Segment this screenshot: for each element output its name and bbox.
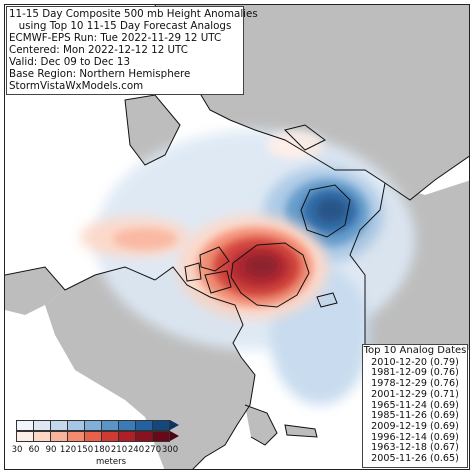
run-line: ECMWF-EPS Run: Tue 2022-11-29 12 UTC	[9, 32, 222, 44]
colorbar-tick-label: 150	[76, 445, 94, 455]
coastlines	[5, 5, 469, 469]
analog-item: 2005-11-26 (0.65)	[371, 453, 459, 465]
analog-item: 2009-12-19 (0.69)	[371, 420, 459, 432]
colorbar-swatch-negative	[33, 420, 51, 431]
colorbar-arrow-negative	[170, 420, 179, 430]
colorbar-tick-labels: 30 60 90 120 150 180 210 240 270 300	[12, 445, 206, 455]
colorbar-tick-label: 180	[93, 445, 111, 455]
colorbar-tick-label: 240	[127, 445, 145, 455]
colorbar-swatch-positive	[50, 431, 68, 442]
pos-anomaly-greenland-5	[244, 255, 278, 277]
colorbar-swatch-negative	[101, 420, 119, 431]
land-asia-east	[125, 95, 180, 165]
colorbar-tick-label: 30	[11, 445, 23, 455]
base-region-line: Base Region: Northern Hemisphere	[9, 68, 191, 80]
colorbar-arrow-positive	[170, 431, 179, 441]
colorbar-swatch-positive	[152, 431, 170, 442]
analog-item: 1981-12-09 (0.76)	[371, 367, 459, 379]
centered-line: Centered: Mon 2022-12-12 12 UTC	[9, 44, 188, 56]
colorbar-swatch-negative	[67, 420, 85, 431]
analog-item: 1963-12-18 (0.67)	[371, 442, 459, 454]
analog-item: 2010-12-20 (0.79)	[371, 356, 459, 368]
neg-anomaly-europe-4	[316, 198, 346, 222]
valid-line: Valid: Dec 09 to Dec 13	[9, 56, 131, 68]
pos-anomaly-asia	[267, 131, 323, 159]
colorbar-swatch-positive	[16, 431, 34, 442]
colorbar-unit-label: meters	[96, 457, 126, 467]
colorbar-swatch-positive	[101, 431, 119, 442]
colorbar-swatch-negative	[50, 420, 68, 431]
colorbar: 30 60 90 120 150 180 210 240 270 300 meters	[12, 418, 206, 468]
title-line-1: 11-15 Day Composite 500 mb Height Anomal…	[9, 8, 258, 20]
colorbar-tick-label: 60	[28, 445, 40, 455]
analog-item: 2001-12-29 (0.71)	[371, 388, 459, 400]
colorbar-tick-label: 120	[59, 445, 77, 455]
analog-list: 2010-12-20 (0.79) 1981-12-09 (0.76) 1978…	[363, 356, 467, 465]
colorbar-swatch-positive	[67, 431, 85, 442]
colorbar-swatch-negative	[118, 420, 136, 431]
source-line: StormVistaWxModels.com	[9, 80, 144, 92]
colorbar-swatch-negative	[135, 420, 153, 431]
colorbar-negative-row	[16, 420, 170, 431]
analog-item: 1996-12-14 (0.69)	[371, 431, 459, 443]
analog-dates-box: Top 10 Analog Dates 2010-12-20 (0.79) 19…	[362, 344, 468, 468]
colorbar-swatch-positive	[84, 431, 102, 442]
land-alaska	[5, 267, 65, 315]
colorbar-tick-label: 300	[161, 445, 179, 455]
colorbar-swatch-positive	[33, 431, 51, 442]
analog-item: 1965-11-24 (0.69)	[371, 399, 459, 411]
title-block: 11-15 Day Composite 500 mb Height Anomal…	[6, 6, 258, 95]
colorbar-swatch-positive	[135, 431, 153, 442]
analog-item: 1985-11-26 (0.69)	[371, 410, 459, 422]
analog-header: Top 10 Analog Dates	[363, 345, 467, 356]
colorbar-tick-label: 210	[110, 445, 128, 455]
title-line-2: using Top 10 11-15 Day Forecast Analogs	[18, 20, 232, 32]
pos-anomaly-pacific-2	[113, 228, 177, 250]
colorbar-swatch-positive	[118, 431, 136, 442]
colorbar-tick-label: 270	[144, 445, 162, 455]
colorbar-positive-row	[16, 431, 170, 442]
colorbar-tick-label: 90	[45, 445, 57, 455]
land-central-america	[245, 405, 317, 445]
analog-item: 1978-12-29 (0.76)	[371, 378, 459, 390]
colorbar-swatch-negative	[152, 420, 170, 431]
colorbar-swatch-negative	[84, 420, 102, 431]
anomaly-map[interactable]	[5, 5, 470, 470]
colorbar-swatch-negative	[16, 420, 34, 431]
